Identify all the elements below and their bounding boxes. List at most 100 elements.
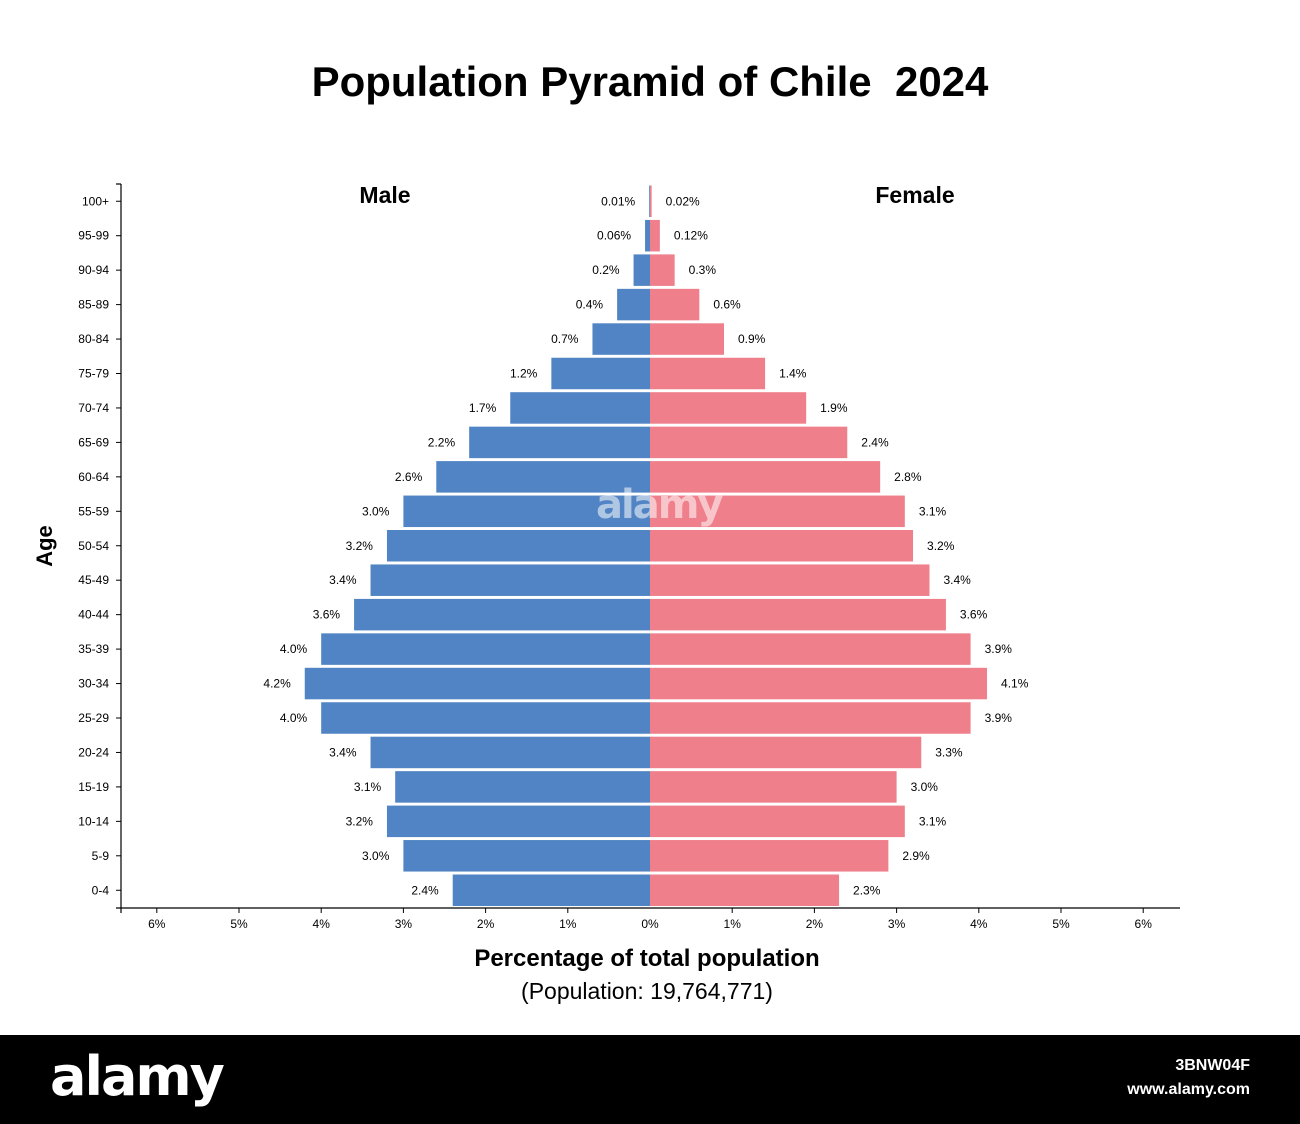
label-male-10-14: 3.2% <box>346 814 374 828</box>
bar-male-30-34 <box>304 667 650 700</box>
x-tick-label-0: 6% <box>148 917 166 931</box>
x-tick-label-5: 1% <box>559 917 577 931</box>
bar-male-50-54 <box>386 530 650 562</box>
y-tick-label-90-94: 90-94 <box>78 263 109 277</box>
x-tick-label-12: 6% <box>1135 917 1153 931</box>
y-tick-label-20-24: 20-24 <box>78 745 109 759</box>
y-tick-label-40-44: 40-44 <box>78 608 109 622</box>
label-female-0-4: 2.3% <box>853 883 881 897</box>
label-male-45-49: 3.4% <box>329 573 357 587</box>
y-tick-label-15-19: 15-19 <box>78 780 109 794</box>
bar-male-0-4 <box>452 874 650 906</box>
y-tick-label-60-64: 60-64 <box>78 470 109 484</box>
bar-female-90-94 <box>650 254 675 286</box>
bar-male-20-24 <box>370 736 650 769</box>
bar-male-95-99 <box>645 219 650 252</box>
y-tick-label-45-49: 45-49 <box>78 573 109 587</box>
chart-title: Population Pyramid of Chile 2024 <box>312 58 989 105</box>
label-female-5-9: 2.9% <box>902 849 930 863</box>
label-male-85-89: 0.4% <box>576 298 604 312</box>
bar-male-15-19 <box>395 771 650 803</box>
label-female-100+: 0.02% <box>666 194 700 208</box>
bar-female-70-74 <box>650 392 807 424</box>
x-tick-label-9: 3% <box>888 917 906 931</box>
label-male-55-59: 3.0% <box>362 504 390 518</box>
label-male-90-94: 0.2% <box>592 263 620 277</box>
bar-male-40-44 <box>354 598 650 631</box>
male-series-label: Male <box>359 182 410 208</box>
label-female-90-94: 0.3% <box>689 263 717 277</box>
x-tick-label-4: 2% <box>477 917 495 931</box>
bar-female-85-89 <box>650 288 700 321</box>
x-tick-label-1: 5% <box>230 917 248 931</box>
y-tick-label-65-69: 65-69 <box>78 435 109 449</box>
alamy-logo[interactable]: alamy <box>50 1045 225 1108</box>
label-male-100+: 0.01% <box>601 194 635 208</box>
label-male-70-74: 1.7% <box>469 401 497 415</box>
axes-group: 100+ 95-99 90-94 85-89 80-84 75-79 70-74 65-69 6… <box>78 183 1180 931</box>
bar-female-5-9 <box>650 840 889 872</box>
y-tick-label-70-74: 70-74 <box>78 401 109 415</box>
y-tick-label-30-34: 30-34 <box>78 677 109 691</box>
label-female-25-29: 3.9% <box>985 711 1013 725</box>
label-male-75-79: 1.2% <box>510 367 538 381</box>
label-male-25-29: 4.0% <box>280 711 308 725</box>
y-tick-label-5-9: 5-9 <box>92 849 110 863</box>
label-male-50-54: 3.2% <box>346 539 374 553</box>
label-female-75-79: 1.4% <box>779 367 807 381</box>
bar-male-25-29 <box>321 702 650 734</box>
bar-male-100+ <box>649 185 650 217</box>
value-labels-group: 0.01% 0.02% 0.06% 0.12% 0.2% 0.3% 0.4% 0.6% 0.7%… <box>263 194 1028 897</box>
bar-male-55-59 <box>403 495 650 528</box>
y-tick-label-85-89: 85-89 <box>78 298 109 312</box>
population-subtitle: (Population: 19,764,771) <box>521 978 773 1004</box>
label-female-35-39: 3.9% <box>985 642 1013 656</box>
label-male-65-69: 2.2% <box>428 435 456 449</box>
label-male-20-24: 3.4% <box>329 745 357 759</box>
y-tick-label-75-79: 75-79 <box>78 367 109 381</box>
label-male-95-99: 0.06% <box>597 229 631 243</box>
x-tick-label-10: 4% <box>970 917 988 931</box>
bar-male-65-69 <box>469 426 650 459</box>
label-male-5-9: 3.0% <box>362 849 390 863</box>
x-axis-label: Percentage of total population <box>474 945 819 972</box>
label-male-15-19: 3.1% <box>354 780 382 794</box>
image-id: 3BNW04F <box>1175 1057 1250 1074</box>
x-tick-label-6: 0% <box>641 917 659 931</box>
label-female-15-19: 3.0% <box>911 780 939 794</box>
y-tick-label-50-54: 50-54 <box>78 539 109 553</box>
bar-female-95-99 <box>650 219 660 252</box>
y-tick-label-10-14: 10-14 <box>78 814 109 828</box>
bar-female-100+ <box>650 185 652 217</box>
x-tick-label-2: 4% <box>313 917 331 931</box>
female-series-label: Female <box>875 182 954 208</box>
bar-female-50-54 <box>650 530 914 562</box>
bar-female-65-69 <box>650 426 848 459</box>
label-male-80-84: 0.7% <box>551 332 579 346</box>
label-female-55-59: 3.1% <box>919 504 947 518</box>
label-female-20-24: 3.3% <box>935 745 963 759</box>
label-female-60-64: 2.8% <box>894 470 922 484</box>
bar-male-80-84 <box>592 323 650 355</box>
population-pyramid-chart: Population Pyramid of Chile 2024 Male Fe… <box>32 58 1180 1004</box>
bar-female-35-39 <box>650 633 971 665</box>
y-tick-label-95-99: 95-99 <box>78 229 109 243</box>
bar-female-0-4 <box>650 874 840 906</box>
bar-female-60-64 <box>650 461 881 493</box>
bar-female-80-84 <box>650 323 724 355</box>
label-female-45-49: 3.4% <box>943 573 971 587</box>
bar-female-25-29 <box>650 702 971 734</box>
y-tick-label-100+: 100+ <box>82 194 109 208</box>
brand-url-link[interactable]: www.alamy.com <box>1127 1081 1250 1098</box>
y-tick-label-80-84: 80-84 <box>78 332 109 346</box>
bar-male-75-79 <box>551 357 650 390</box>
label-female-95-99: 0.12% <box>674 229 708 243</box>
bar-female-15-19 <box>650 771 897 803</box>
bar-female-55-59 <box>650 495 905 528</box>
label-male-40-44: 3.6% <box>313 608 341 622</box>
bar-male-90-94 <box>633 254 650 286</box>
label-female-65-69: 2.4% <box>861 435 889 449</box>
bar-male-45-49 <box>370 564 650 596</box>
label-female-30-34: 4.1% <box>1001 677 1029 691</box>
bar-female-40-44 <box>650 598 946 631</box>
